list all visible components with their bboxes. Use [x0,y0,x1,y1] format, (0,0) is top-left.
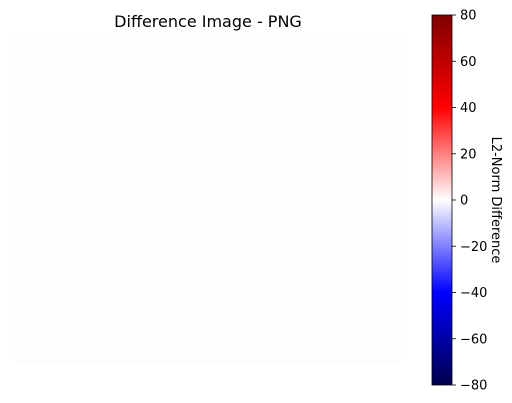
colorbar-tick-label: −40 [460,286,487,301]
chart-title: Difference Image - PNG [114,12,302,31]
colorbar-tick-label: −60 [460,332,487,347]
colorbar-tick-label: 0 [460,194,468,209]
colorbar-label: L2-Norm Difference [488,137,503,264]
difference-image [15,33,401,364]
colorbar-tick-label: 40 [460,101,477,116]
colorbar-bar [431,14,453,386]
colorbar-tick-label: −80 [460,379,487,394]
colorbar-tick-label: −20 [460,240,487,255]
colorbar-tick-label: 80 [460,9,477,24]
colorbar: 80 60 40 20 0 −20 −40 −60 −80 L2-Norm Difference [431,9,503,394]
colorbar-ticks: 80 60 40 20 0 −20 −40 −60 −80 [452,9,487,394]
colorbar-tick-label: 20 [460,147,477,162]
colorbar-tick-label: 60 [460,55,477,70]
